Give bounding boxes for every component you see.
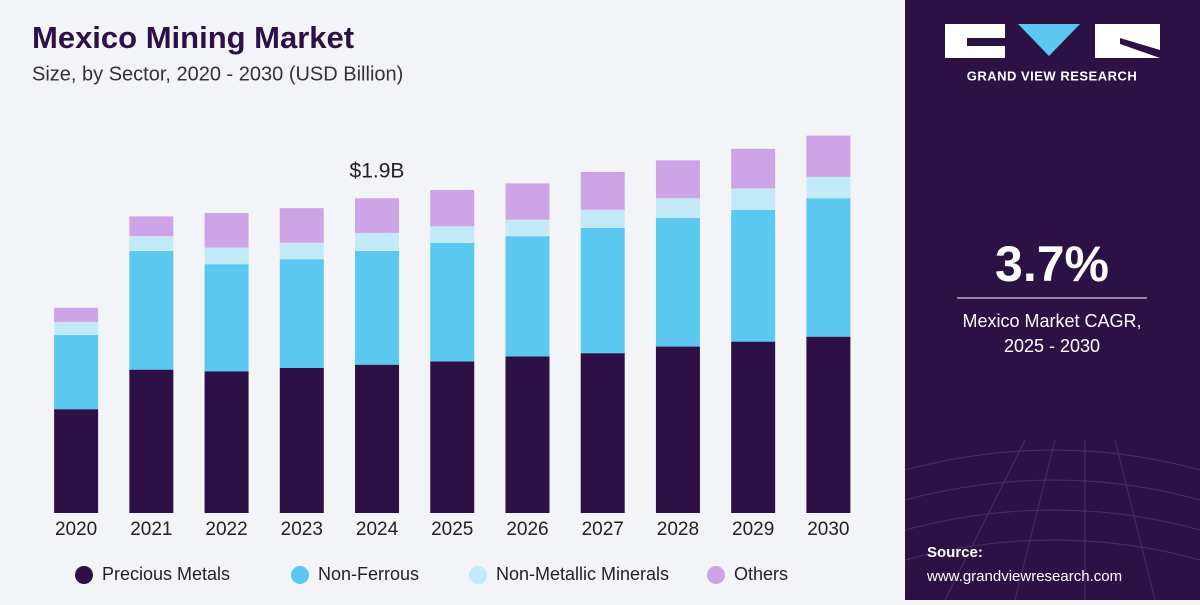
logo-cut — [967, 38, 1005, 46]
x-tick-label: 2021 — [130, 519, 172, 540]
bar-segment — [204, 264, 249, 372]
legend-label: Non-Metallic Minerals — [496, 564, 669, 584]
bar-segment — [505, 236, 550, 357]
x-tick-label: 2029 — [732, 519, 774, 540]
bar-segment — [655, 198, 700, 219]
x-tick-label: 2028 — [657, 519, 699, 540]
bar-segment — [580, 209, 625, 228]
bar-segment — [580, 227, 625, 354]
cagr-value: 3.7% — [995, 236, 1109, 292]
source-url: www.grandviewresearch.com — [926, 568, 1122, 585]
legend-label: Precious Metals — [102, 564, 230, 584]
bar-segment — [204, 371, 249, 513]
bar-segment — [806, 176, 851, 199]
bar-segment — [279, 259, 324, 368]
bar-segment — [129, 369, 174, 513]
bar-segment — [54, 307, 99, 322]
bar-segment — [279, 208, 324, 243]
legend-swatch — [75, 566, 93, 584]
bar-segment — [505, 356, 550, 513]
annotation: $1.9B — [350, 160, 405, 183]
bar-segment — [806, 135, 851, 177]
legend-label: Others — [734, 564, 788, 584]
source-label: Source: — [927, 544, 983, 561]
bar-segment — [655, 218, 700, 347]
logo-triangle — [1018, 24, 1080, 56]
x-tick-label: 2026 — [506, 519, 548, 540]
bar-segment — [355, 232, 400, 251]
bar-segment — [731, 341, 776, 513]
bar-segment — [806, 198, 851, 337]
sidebar-graphics: GRAND VIEW RESEARCH 3.7% Mexico Market C… — [904, 24, 1200, 601]
bar-segment — [204, 213, 249, 248]
bar-segment — [806, 336, 851, 513]
logo-cut — [1120, 38, 1160, 58]
bar-segment — [204, 247, 249, 265]
chart-subtitle: Size, by Sector, 2020 - 2030 (USD Billio… — [32, 63, 403, 85]
bar-segment — [430, 242, 475, 362]
logo — [945, 24, 1160, 58]
x-tick-label: 2024 — [356, 519, 399, 540]
bar-segment — [505, 219, 550, 237]
cagr-label: Mexico Market CAGR, — [962, 311, 1141, 331]
cagr-label: 2025 - 2030 — [1004, 336, 1100, 356]
bar-segment — [279, 242, 324, 260]
bar-segment — [731, 148, 776, 189]
legend-swatch — [291, 566, 309, 584]
bar-segment — [580, 171, 625, 210]
bar-segment — [430, 190, 475, 227]
chart-title: Mexico Mining Market — [32, 20, 354, 55]
bar-segment — [129, 250, 174, 370]
legend-swatch — [469, 566, 487, 584]
x-tick-label: 2030 — [807, 519, 849, 540]
bar-segment — [355, 198, 400, 233]
x-tick-label: 2025 — [431, 519, 473, 540]
bar-segment — [731, 209, 776, 342]
legend-swatch — [707, 566, 725, 584]
bar-segment — [580, 353, 625, 513]
bar-segment — [355, 250, 400, 365]
bar-segment — [430, 361, 475, 513]
bar-segment — [430, 226, 475, 243]
bar-segment — [129, 236, 174, 251]
bar-segment — [731, 188, 776, 210]
bar-segment — [505, 183, 550, 220]
x-tick-label: 2022 — [205, 519, 247, 540]
chart: Mexico Mining Market Size, by Sector, 20… — [32, 20, 851, 584]
bar-segment — [54, 409, 99, 513]
sidebar: GRAND VIEW RESEARCH 3.7% Mexico Market C… — [904, 0, 1200, 601]
legend-label: Non-Ferrous — [318, 564, 419, 584]
bar-segment — [655, 346, 700, 513]
x-tick-label: 2027 — [582, 519, 624, 540]
bar-segment — [355, 364, 400, 513]
grid-decoration — [904, 439, 1200, 601]
brand-name: GRAND VIEW RESEARCH — [967, 68, 1138, 83]
bar-segment — [279, 367, 324, 513]
bar-segment — [129, 216, 174, 237]
x-tick-label: 2023 — [281, 519, 323, 540]
bar-segment — [655, 160, 700, 199]
bar-segment — [54, 335, 99, 410]
bar-segment — [54, 321, 99, 336]
x-tick-label: 2020 — [55, 519, 97, 540]
